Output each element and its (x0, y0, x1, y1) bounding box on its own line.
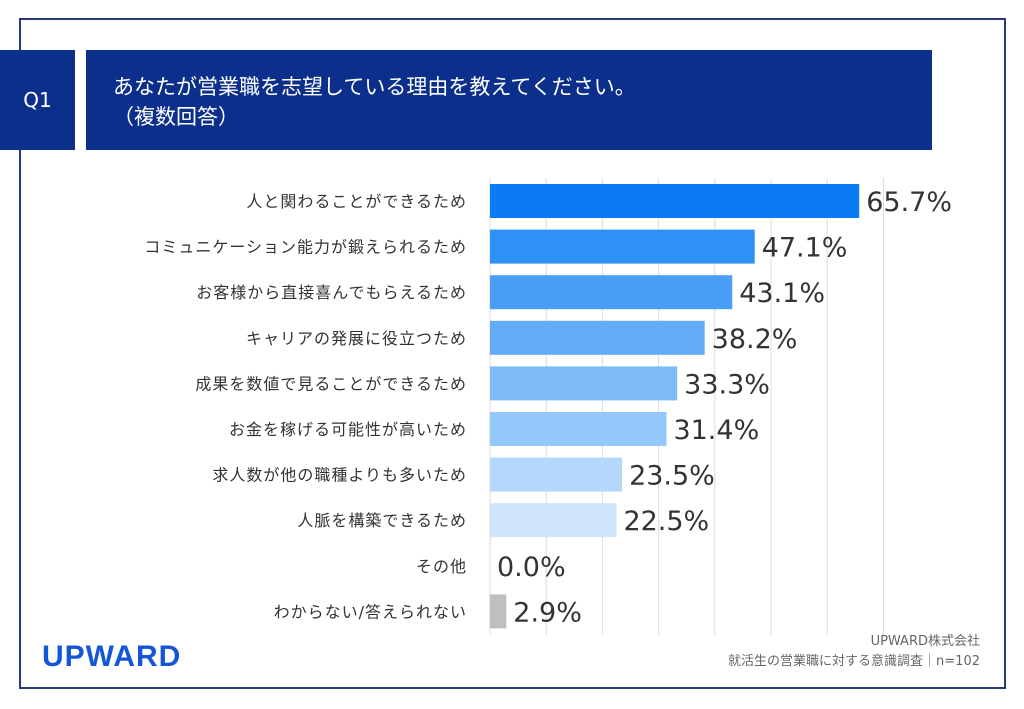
title-line-2: （複数回答） (113, 105, 239, 129)
category-label: 求人数が他の職種よりも多いため (212, 466, 467, 485)
value-label: 47.1% (762, 233, 848, 264)
bar (490, 184, 860, 218)
category-label: お客様から直接喜んでもらえるため (196, 283, 467, 302)
value-label: 65.7% (866, 187, 952, 218)
source-survey: 就活生の営業職に対する意識調査｜n=102 (728, 654, 980, 669)
value-label: 22.5% (623, 506, 709, 537)
bar (490, 229, 755, 264)
value-label: 33.3% (684, 369, 770, 400)
chart-frame (19, 18, 1006, 689)
title-line-1: あなたが営業職を志望している理由を教えてください。 (113, 75, 636, 99)
question-title: あなたが営業職を志望している理由を教えてください。 （複数回答） (86, 50, 932, 150)
value-label: 0.0% (497, 552, 566, 583)
category-label: 人脈を構築できるため (297, 511, 467, 530)
source-company: UPWARD株式会社 (870, 634, 980, 649)
category-label: わからない/答えられない (274, 602, 467, 621)
bar (490, 457, 623, 492)
bar (490, 503, 617, 538)
value-label: 38.2% (712, 324, 798, 355)
value-label: 31.4% (673, 415, 759, 446)
bar (490, 594, 507, 629)
value-label: 2.9% (513, 597, 582, 628)
bar (490, 412, 667, 446)
category-label: お金を稼げる可能性が高いため (229, 420, 467, 439)
bar (490, 366, 678, 401)
category-label: キャリアの発展に役立つため (246, 329, 467, 348)
value-label: 43.1% (739, 278, 825, 309)
category-label: コミュニケーション能力が鍛えられるため (144, 238, 467, 257)
value-label: 23.5% (629, 461, 715, 492)
bar (490, 320, 705, 355)
bar (490, 275, 733, 310)
upward-logo: UPWARD (42, 640, 182, 673)
category-label: 成果を数値で見ることができるため (195, 374, 467, 393)
question-number: Q1 (0, 50, 75, 150)
category-label: その他 (416, 557, 467, 576)
category-label: 人と関わることができるため (246, 192, 467, 211)
source-note: UPWARD株式会社 就活生の営業職に対する意識調査｜n=102 (728, 632, 980, 672)
